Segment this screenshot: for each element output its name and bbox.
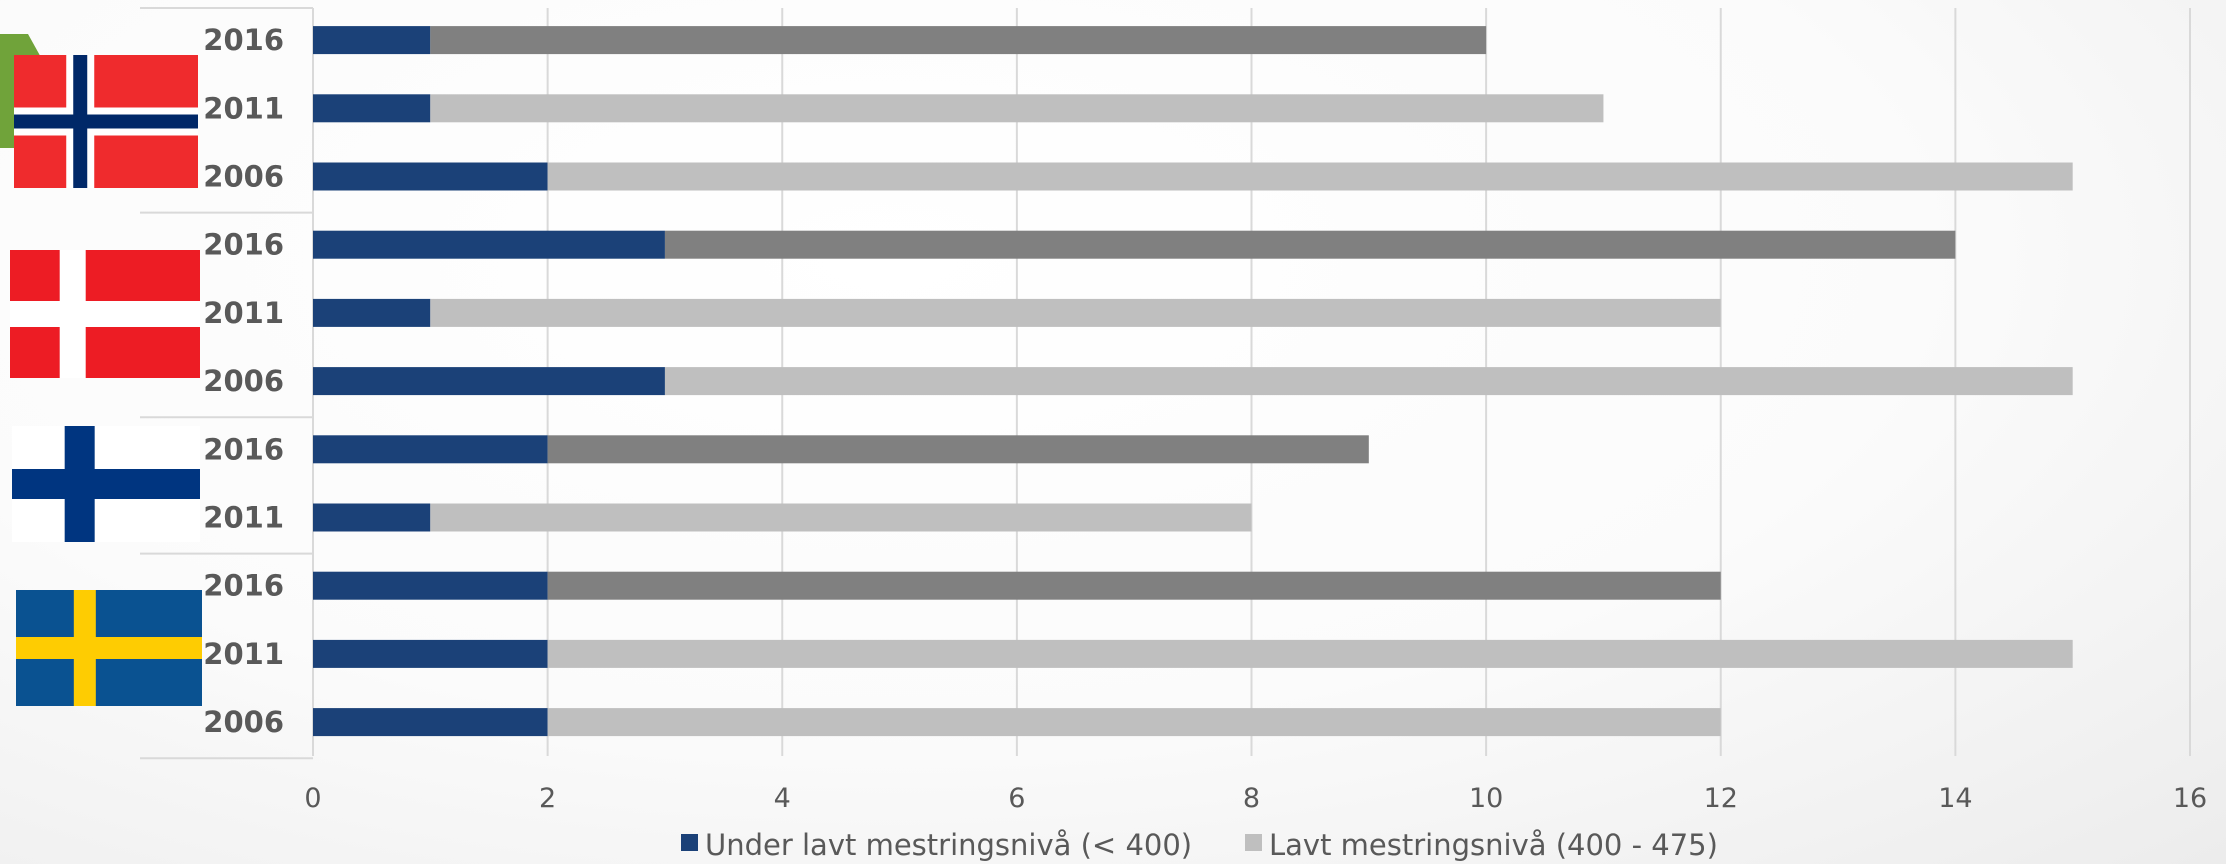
category-label: 2011 (203, 501, 284, 535)
bar-under-lavt (313, 503, 431, 532)
legend-label: Under lavt mestringsnivå (< 400) (705, 828, 1192, 862)
finland-flag-icon (12, 426, 200, 542)
bar-lavt (430, 298, 1721, 327)
x-tick-label: 2 (539, 783, 556, 814)
bar-lavt (547, 639, 2073, 668)
bar-lavt (547, 708, 1721, 737)
x-tick-label: 6 (1008, 783, 1025, 814)
category-label: 2006 (203, 364, 284, 398)
category-label: 2016 (203, 432, 284, 466)
bars (313, 26, 2073, 737)
x-tick-label: 4 (774, 783, 791, 814)
x-tick-label: 8 (1243, 783, 1260, 814)
bar-under-lavt (313, 26, 431, 55)
category-label: 2011 (203, 91, 284, 125)
legend-swatch (1245, 834, 1262, 851)
bar-lavt (430, 94, 1604, 123)
bar-under-lavt (313, 435, 548, 464)
bar-under-lavt (313, 571, 548, 600)
x-tick-label: 16 (2173, 783, 2207, 814)
legend: Under lavt mestringsnivå (< 400) Lavt mes… (681, 828, 1718, 862)
category-label: 2011 (203, 637, 284, 671)
legend-swatch (681, 834, 698, 851)
bar-lavt (547, 571, 1721, 600)
category-label: 2016 (203, 23, 284, 57)
legend-label: Lavt mestringsnivå (400 - 475) (1269, 828, 1718, 862)
bar-under-lavt (313, 367, 665, 396)
bar-under-lavt (313, 639, 548, 668)
category-labels: 2016 2011 2006 2016 2011 2006 2016 2011 2016 2011… (203, 23, 284, 739)
category-label: 2016 (203, 228, 284, 262)
denmark-flag-icon (10, 250, 200, 378)
category-label: 2006 (203, 160, 284, 194)
x-tick-label: 12 (1704, 783, 1738, 814)
bar-lavt (664, 230, 1956, 259)
bar-lavt (430, 26, 1487, 55)
x-tick-label: 14 (1938, 783, 1972, 814)
bar-under-lavt (313, 162, 548, 191)
bar-under-lavt (313, 708, 548, 737)
bar-lavt (547, 435, 1369, 464)
bar-under-lavt (313, 230, 665, 259)
bar-lavt (664, 367, 2073, 396)
bar-under-lavt (313, 94, 431, 123)
category-label: 2011 (203, 296, 284, 330)
sweden-flag-icon (16, 590, 202, 706)
category-label: 2006 (203, 705, 284, 739)
country-flags (0, 34, 202, 706)
bar-lavt (547, 162, 2073, 191)
norway-flag-icon (14, 55, 198, 188)
x-tick-labels: 0 2 4 6 8 10 12 14 16 (304, 783, 2207, 814)
category-label: 2016 (203, 569, 284, 603)
x-tick-label: 10 (1469, 783, 1503, 814)
x-tick-label: 0 (304, 783, 321, 814)
bar-under-lavt (313, 298, 431, 327)
bar-lavt (430, 503, 1252, 532)
